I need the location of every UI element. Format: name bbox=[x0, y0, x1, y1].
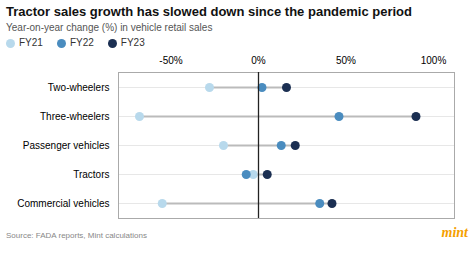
svg-text:100%: 100% bbox=[421, 55, 447, 66]
svg-text:-50%: -50% bbox=[159, 55, 182, 66]
html-text:mint: mint bbox=[441, 225, 468, 240]
html-text:FY22: FY22 bbox=[69, 37, 94, 48]
html-text:Source: FADA reports, Mint cal: Source: FADA reports, Mint calculations bbox=[6, 231, 147, 240]
svg-text:Commercial vehicles: Commercial vehicles bbox=[17, 198, 109, 209]
svg-text:Tractors: Tractors bbox=[73, 169, 109, 180]
svg-text:Three-wheelers: Three-wheelers bbox=[40, 111, 109, 122]
svg-text:Two-wheelers: Two-wheelers bbox=[48, 82, 110, 93]
svg-text:0%: 0% bbox=[251, 55, 266, 66]
html-text:FY23: FY23 bbox=[120, 37, 145, 48]
svg-text:Passenger vehicles: Passenger vehicles bbox=[23, 140, 110, 151]
html-text:FY21: FY21 bbox=[19, 37, 43, 48]
html-text:Year-on-year change (%) in veh: Year-on-year change (%) in vehicle retai… bbox=[6, 22, 213, 33]
html-text:Tractor sales growth has slowe: Tractor sales growth has slowed down sin… bbox=[6, 4, 412, 19]
svg-text:50%: 50% bbox=[336, 55, 356, 66]
